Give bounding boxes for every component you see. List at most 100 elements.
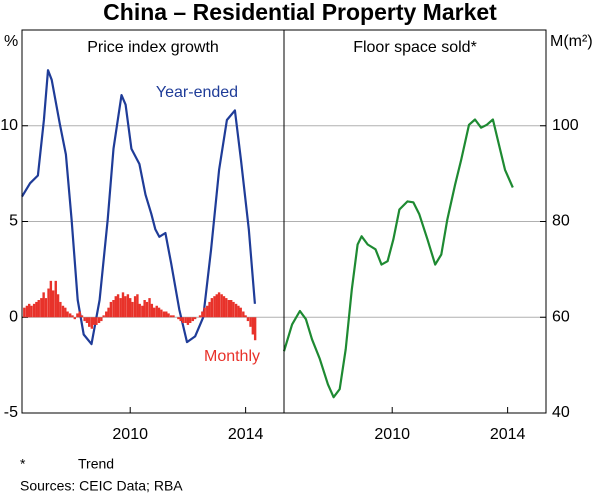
bar bbox=[203, 307, 206, 318]
line bbox=[21, 69, 256, 346]
bar bbox=[100, 317, 103, 322]
bar bbox=[220, 294, 223, 318]
y-tick-label: 40 bbox=[552, 404, 570, 421]
bar bbox=[44, 298, 48, 318]
bar bbox=[95, 317, 98, 325]
bar bbox=[249, 317, 252, 327]
bar bbox=[157, 307, 161, 318]
bar bbox=[129, 298, 132, 318]
bar bbox=[165, 311, 168, 318]
bar bbox=[47, 288, 50, 318]
bar bbox=[32, 303, 36, 318]
y-tick-label: 100 bbox=[552, 117, 579, 134]
bar bbox=[222, 296, 226, 318]
bar bbox=[179, 317, 182, 322]
bar bbox=[92, 317, 96, 325]
bar bbox=[85, 317, 89, 323]
series-label: Year-ended bbox=[156, 84, 238, 101]
x-tick-label: 2014 bbox=[490, 426, 526, 443]
bar bbox=[162, 311, 166, 318]
bar bbox=[148, 298, 151, 318]
bar bbox=[201, 311, 204, 318]
bar bbox=[68, 313, 72, 318]
bar bbox=[37, 300, 40, 318]
bar bbox=[105, 311, 108, 318]
bar bbox=[186, 317, 190, 325]
bar bbox=[169, 315, 173, 318]
bar bbox=[51, 290, 55, 318]
bar bbox=[229, 300, 233, 318]
axis-label: M(m²) bbox=[550, 33, 593, 50]
bar bbox=[143, 300, 146, 318]
bar bbox=[160, 309, 163, 318]
line bbox=[282, 118, 514, 399]
bar bbox=[189, 317, 192, 323]
bar bbox=[191, 317, 195, 322]
bar bbox=[208, 301, 211, 318]
bar bbox=[40, 298, 43, 318]
bar bbox=[116, 294, 120, 318]
bar bbox=[80, 315, 84, 318]
bar bbox=[217, 292, 221, 318]
bar bbox=[133, 296, 137, 318]
bar bbox=[152, 307, 156, 318]
bar bbox=[54, 280, 57, 318]
bar bbox=[71, 315, 74, 318]
bar bbox=[145, 301, 149, 318]
bar bbox=[114, 296, 117, 318]
bar bbox=[90, 317, 94, 329]
bar bbox=[193, 317, 197, 320]
bar bbox=[251, 317, 255, 335]
bar bbox=[23, 307, 26, 318]
x-tick-label: 2014 bbox=[228, 426, 264, 443]
axis-label: % bbox=[4, 33, 18, 50]
bar bbox=[76, 313, 79, 318]
y-tick-label: 60 bbox=[552, 308, 570, 325]
bar bbox=[49, 280, 53, 318]
bar bbox=[112, 300, 115, 318]
bar bbox=[131, 301, 134, 318]
bar bbox=[215, 294, 218, 318]
bar bbox=[30, 305, 33, 318]
bar bbox=[124, 296, 127, 318]
bar bbox=[232, 301, 235, 318]
bar bbox=[73, 317, 77, 320]
bar bbox=[66, 311, 69, 318]
bar bbox=[237, 305, 240, 318]
bar bbox=[126, 294, 130, 318]
bar bbox=[136, 294, 139, 318]
bar bbox=[198, 315, 202, 318]
bar bbox=[109, 301, 113, 318]
bar bbox=[253, 317, 257, 341]
bar bbox=[225, 298, 228, 318]
bar bbox=[150, 303, 154, 318]
series-label: Monthly bbox=[204, 348, 260, 365]
bar bbox=[35, 301, 38, 318]
chart-title: China – Residential Property Market bbox=[103, 0, 497, 25]
bar bbox=[107, 307, 110, 318]
panel-title: Floor space sold* bbox=[353, 39, 477, 56]
bar bbox=[213, 296, 216, 318]
y-tick-label: 0 bbox=[9, 308, 18, 325]
bar bbox=[138, 303, 141, 318]
bar bbox=[119, 298, 122, 318]
bar bbox=[141, 305, 144, 318]
x-tick-label: 2010 bbox=[112, 426, 148, 443]
y-tick-label: -5 bbox=[4, 404, 18, 421]
footnote: Trend bbox=[78, 456, 114, 472]
bar bbox=[155, 305, 158, 318]
bar bbox=[28, 303, 31, 318]
y-tick-label: 80 bbox=[552, 213, 570, 230]
bar bbox=[42, 292, 45, 318]
bar bbox=[244, 315, 247, 318]
bar bbox=[102, 315, 105, 318]
bar bbox=[172, 315, 175, 318]
bar bbox=[167, 313, 170, 318]
bar bbox=[64, 307, 67, 318]
bar bbox=[234, 303, 238, 318]
bar bbox=[227, 300, 231, 318]
sources: Sources: CEIC Data; RBA bbox=[20, 478, 183, 494]
bar bbox=[181, 317, 185, 323]
footnote-marker: * bbox=[20, 456, 26, 472]
